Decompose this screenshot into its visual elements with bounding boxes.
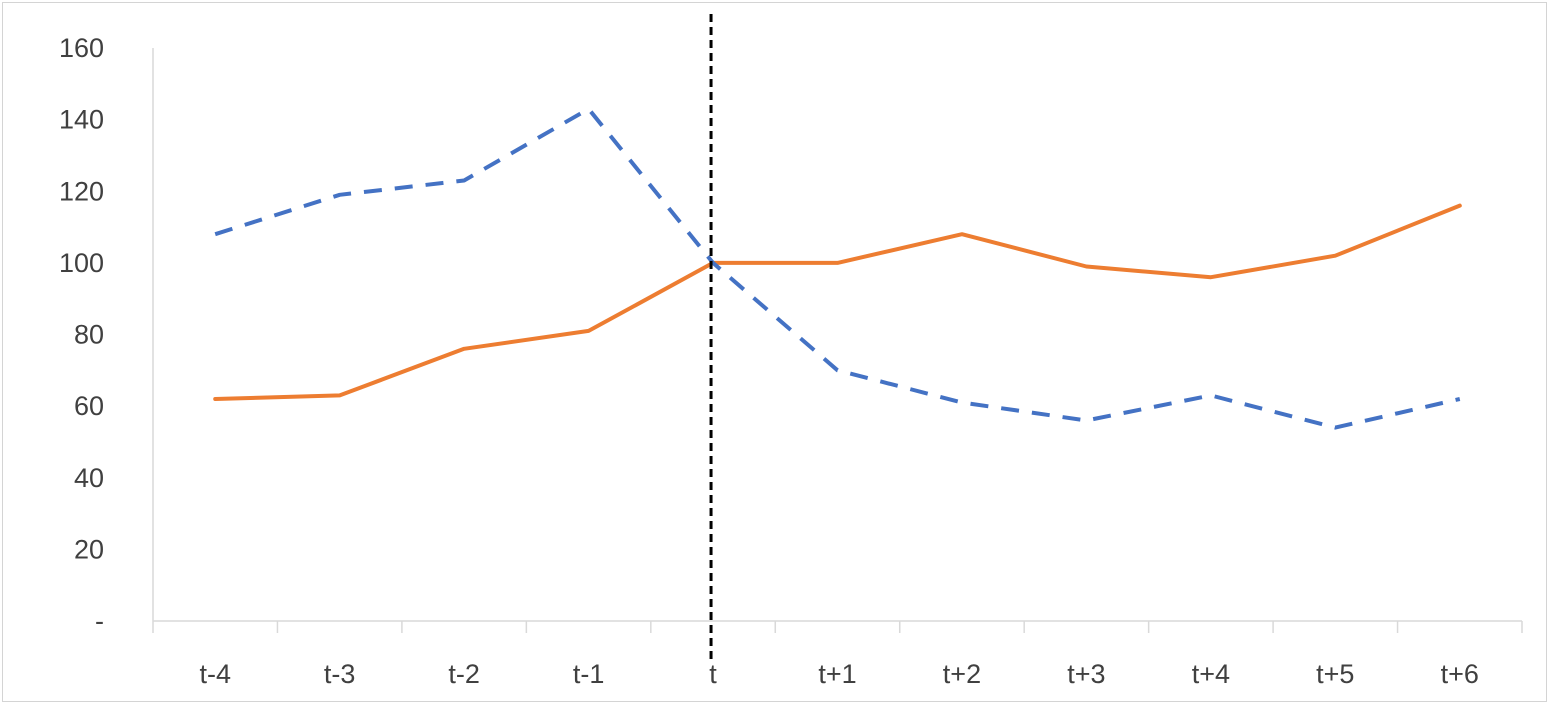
y-axis: - 20 40 60 80 100 120 140 160 (59, 33, 154, 636)
y-tick-label: 60 (74, 391, 104, 421)
y-tick-label: 20 (74, 534, 104, 564)
y-tick-label: 140 (59, 105, 104, 135)
x-tick-label: t-2 (448, 659, 480, 689)
x-tick-label: t-4 (199, 659, 231, 689)
y-tick-label: 40 (74, 463, 104, 493)
x-tick-label: t-3 (324, 659, 356, 689)
x-tick-label: t+6 (1441, 659, 1479, 689)
x-tick-label: t+5 (1316, 659, 1354, 689)
series-lines (213, 106, 1462, 430)
x-tick-label: t+3 (1067, 659, 1105, 689)
x-tick-label: t (709, 659, 717, 689)
y-tick-label: 80 (74, 320, 104, 350)
series-line-2 (214, 106, 1461, 430)
x-tick-label: t+2 (943, 659, 981, 689)
x-tick-label: t+1 (818, 659, 856, 689)
x-axis: t-4 t-3 t-2 t-1 t t+1 t+2 t+3 t+4 t+5 t+6 (152, 620, 1523, 689)
y-tick-label: - (95, 606, 104, 636)
y-tick-label: 100 (59, 248, 104, 278)
y-tick-label: 120 (59, 176, 104, 206)
x-tick-label: t-1 (573, 659, 605, 689)
series-line-1 (213, 203, 1462, 401)
y-tick-label: 160 (59, 33, 104, 63)
x-tick-label: t+4 (1192, 659, 1230, 689)
